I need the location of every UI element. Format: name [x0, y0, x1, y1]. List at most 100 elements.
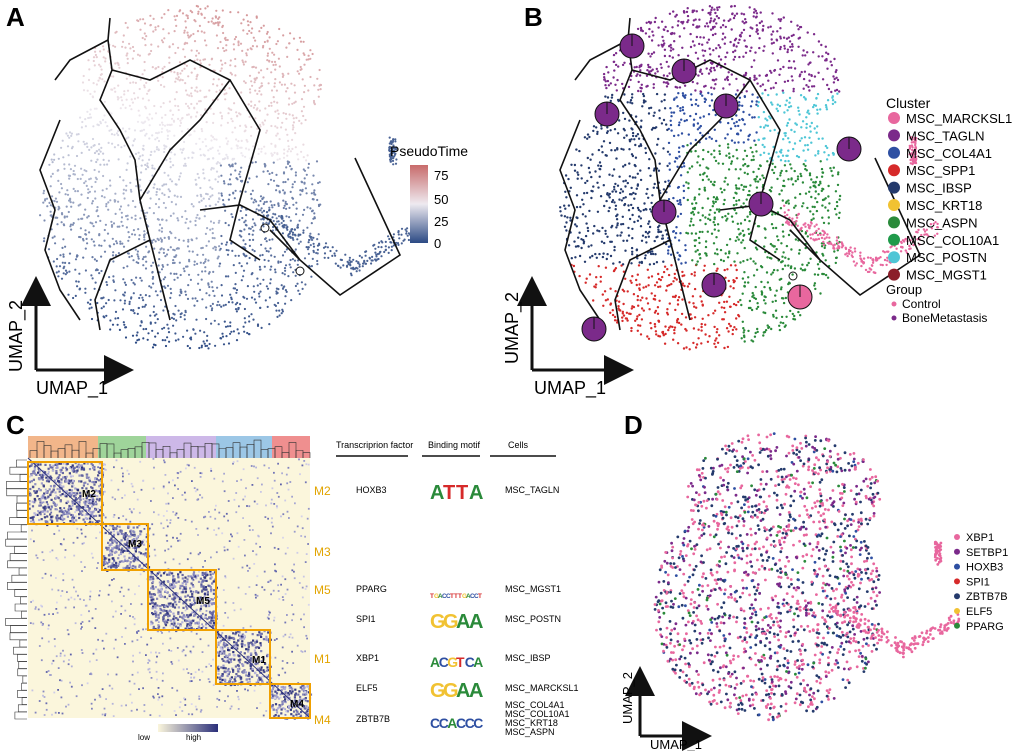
umap-point	[710, 137, 713, 140]
umap-point	[836, 204, 839, 208]
umap-point	[761, 92, 764, 95]
umap-point	[625, 239, 629, 242]
umap-point	[134, 81, 137, 84]
umap-point	[303, 169, 307, 172]
umap-point	[302, 231, 305, 234]
umap-point	[305, 58, 308, 61]
umap-point	[114, 31, 117, 34]
umap-point	[268, 238, 271, 241]
umap-point	[176, 217, 179, 220]
umap-point	[199, 59, 202, 62]
umap-point	[657, 137, 660, 141]
umap-point	[392, 233, 395, 236]
umap-point	[220, 294, 224, 297]
umap-point	[407, 238, 410, 242]
umap-point	[649, 208, 652, 211]
umap-point	[653, 294, 657, 297]
umap-point	[739, 222, 743, 225]
umap-point	[732, 281, 736, 284]
umap-point	[205, 306, 208, 309]
umap-point	[679, 212, 683, 216]
umap-point	[695, 263, 698, 266]
legend-swatch	[888, 268, 900, 281]
umap-point	[787, 149, 790, 152]
umap-point	[117, 62, 120, 65]
umap-point	[801, 269, 804, 272]
umap-point	[693, 9, 696, 12]
umap-point	[210, 20, 213, 23]
umap-point	[360, 256, 363, 259]
umap-point	[169, 272, 172, 275]
umap-point	[660, 237, 664, 240]
umap-point	[84, 233, 88, 236]
umap-point	[806, 264, 809, 267]
umap-point	[676, 299, 680, 302]
umap-point	[802, 163, 805, 166]
umap-point	[742, 28, 746, 32]
umap-point	[817, 137, 820, 140]
umap-point	[199, 7, 202, 11]
umap-point	[618, 300, 621, 303]
umap-point	[667, 141, 671, 145]
umap-point	[394, 148, 398, 151]
umap-point	[163, 147, 166, 150]
umap-point	[615, 214, 618, 218]
umap-point	[825, 236, 828, 239]
umap-point	[864, 268, 868, 272]
umap-point	[817, 237, 821, 241]
umap-point	[356, 267, 359, 270]
umap-point	[292, 126, 295, 129]
umap-point	[178, 10, 181, 13]
umap-point	[617, 307, 620, 310]
umap-point	[588, 135, 591, 139]
umap-point	[84, 208, 87, 211]
legend-label: MSC_TAGLN	[906, 128, 985, 143]
umap-point	[625, 311, 629, 314]
umap-point	[119, 242, 122, 245]
umap-point	[834, 89, 837, 92]
umap-point	[112, 260, 115, 263]
umap-point	[107, 201, 110, 204]
umap-point	[234, 65, 237, 68]
umap-point	[862, 257, 866, 260]
umap-point	[312, 242, 315, 245]
umap-point	[310, 265, 313, 268]
umap-point	[118, 328, 121, 331]
umap-point	[204, 232, 207, 235]
umap-point	[784, 134, 787, 137]
umap-point	[681, 298, 684, 301]
umap-point	[278, 223, 281, 226]
umap-point	[276, 40, 279, 43]
umap-point	[631, 227, 634, 231]
umap-point	[314, 193, 317, 196]
umap-point	[162, 309, 165, 312]
umap-point	[121, 127, 125, 130]
umap-point	[653, 20, 657, 24]
umap-point	[631, 134, 635, 138]
umap-point	[199, 186, 202, 190]
umap-point	[625, 134, 628, 137]
umap-point	[116, 225, 119, 228]
umap-point	[68, 270, 71, 273]
umap-point	[713, 87, 716, 90]
umap-point	[237, 41, 240, 44]
umap-point	[175, 14, 179, 17]
umap-point	[283, 250, 287, 253]
umap-point	[115, 240, 118, 243]
umap-point	[234, 308, 238, 311]
umap-point	[246, 285, 249, 288]
umap-point	[736, 157, 739, 160]
umap-point	[280, 312, 283, 315]
umap-point	[707, 91, 710, 95]
umap-point	[128, 236, 131, 239]
umap-point	[184, 210, 187, 213]
umap-point	[206, 344, 209, 347]
umap-point	[714, 159, 718, 163]
umap-point	[637, 208, 640, 212]
umap-point	[144, 134, 147, 137]
umap-point	[846, 254, 849, 258]
umap-point	[821, 229, 824, 232]
umap-point	[666, 308, 669, 311]
umap-point	[88, 148, 91, 151]
umap-point	[723, 300, 726, 304]
